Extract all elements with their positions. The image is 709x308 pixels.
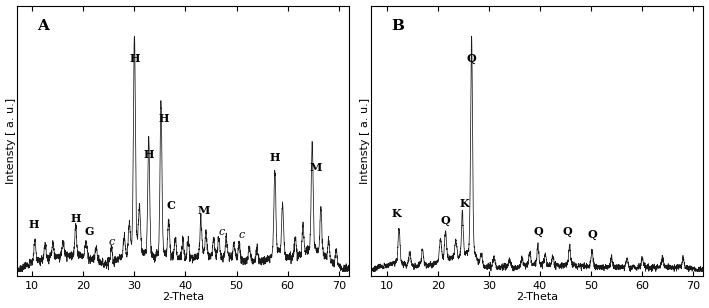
- Text: Q: Q: [467, 53, 476, 64]
- Text: H: H: [28, 219, 38, 230]
- Text: H: H: [158, 113, 169, 124]
- Text: c: c: [218, 227, 224, 237]
- Text: c: c: [238, 230, 245, 240]
- Text: C: C: [167, 201, 176, 212]
- Y-axis label: Intensty [ a. u.]: Intensty [ a. u.]: [360, 98, 370, 184]
- Text: A: A: [37, 19, 49, 33]
- Y-axis label: Intensty [ a. u.]: Intensty [ a. u.]: [6, 98, 16, 184]
- Text: Q: Q: [587, 229, 597, 240]
- Text: K: K: [459, 198, 469, 209]
- Text: H: H: [143, 149, 154, 160]
- X-axis label: 2-Theta: 2-Theta: [516, 292, 559, 302]
- Text: H: H: [269, 152, 280, 163]
- Text: M: M: [310, 162, 322, 173]
- Text: H: H: [129, 53, 140, 64]
- Text: B: B: [391, 19, 404, 33]
- Text: H: H: [70, 213, 81, 225]
- Text: Q: Q: [440, 215, 450, 225]
- Text: c: c: [108, 237, 115, 247]
- Text: K: K: [391, 208, 401, 219]
- Text: Q: Q: [562, 226, 572, 237]
- Text: Q: Q: [533, 226, 543, 237]
- Text: M: M: [197, 205, 210, 216]
- Text: G: G: [84, 226, 94, 237]
- X-axis label: 2-Theta: 2-Theta: [162, 292, 204, 302]
